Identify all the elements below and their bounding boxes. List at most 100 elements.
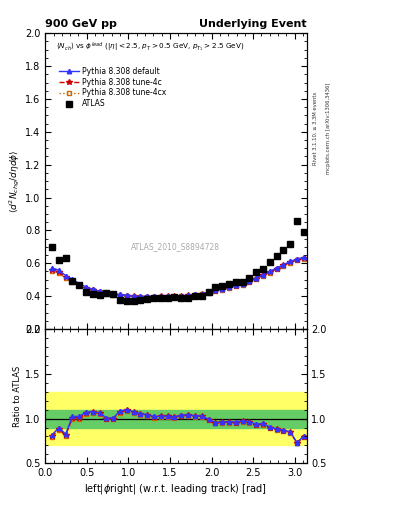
ATLAS [111,291,116,297]
ATLAS [179,295,184,301]
Pythia 8.308 tune-4cx [295,257,299,263]
Pythia 8.308 default [227,284,231,290]
ATLAS [193,293,197,300]
Pythia 8.308 default [138,293,143,300]
Pythia 8.308 default [165,293,170,299]
Pythia 8.308 tune-4c [63,274,68,280]
Pythia 8.308 tune-4c [247,279,252,285]
Pythia 8.308 default [288,259,292,265]
ATLAS [90,291,95,297]
Pythia 8.308 tune-4cx [247,279,252,285]
Legend: Pythia 8.308 default, Pythia 8.308 tune-4c, Pythia 8.308 tune-4cx, ATLAS: Pythia 8.308 default, Pythia 8.308 tune-… [59,67,166,109]
Pythia 8.308 default [172,293,177,299]
ATLAS [199,293,204,299]
Pythia 8.308 tune-4cx [125,293,129,300]
Pythia 8.308 tune-4cx [111,292,116,298]
Pythia 8.308 default [213,287,218,293]
ATLAS [57,257,61,263]
Bar [45,392,307,445]
ATLAS [97,292,102,298]
Pythia 8.308 default [84,284,88,290]
Pythia 8.308 tune-4c [233,283,238,289]
Pythia 8.308 tune-4c [274,266,279,272]
ATLAS [131,297,136,304]
Pythia 8.308 default [301,254,306,261]
ATLAS [104,290,109,296]
Pythia 8.308 tune-4c [131,293,136,300]
Pythia 8.308 default [90,286,95,292]
Pythia 8.308 tune-4c [199,291,204,297]
Text: mcplots.cern.ch [arXiv:1306.3436]: mcplots.cern.ch [arXiv:1306.3436] [326,82,331,174]
Pythia 8.308 tune-4cx [50,268,54,274]
Pythia 8.308 tune-4cx [233,283,238,289]
Pythia 8.308 tune-4c [193,291,197,297]
X-axis label: left|$\phi$right| (w.r.t. leading track) [rad]: left|$\phi$right| (w.r.t. leading track)… [84,482,267,497]
ATLAS [261,266,265,272]
Pythia 8.308 tune-4cx [179,293,184,300]
ATLAS [50,244,54,250]
Text: $\langle N_{ch} \rangle$ vs $\phi^{lead}$ ($|\eta| < 2.5$, $p_T > 0.5$ GeV, $p_{: $\langle N_{ch} \rangle$ vs $\phi^{lead}… [56,40,244,54]
ATLAS [213,284,218,290]
Line: Pythia 8.308 tune-4cx: Pythia 8.308 tune-4cx [50,257,306,299]
Text: Underlying Event: Underlying Event [199,19,307,29]
Pythia 8.308 tune-4cx [97,289,102,295]
Pythia 8.308 tune-4c [213,288,218,294]
ATLAS [172,294,177,301]
Pythia 8.308 default [199,291,204,297]
Pythia 8.308 default [247,278,252,284]
Pythia 8.308 tune-4c [254,275,259,282]
Pythia 8.308 tune-4cx [90,287,95,293]
Line: Pythia 8.308 tune-4c: Pythia 8.308 tune-4c [49,255,307,300]
ATLAS [247,275,252,282]
Pythia 8.308 tune-4c [152,293,156,300]
Pythia 8.308 default [57,267,61,273]
Pythia 8.308 default [295,256,299,262]
Pythia 8.308 tune-4cx [281,263,286,269]
ATLAS [254,269,259,275]
Pythia 8.308 tune-4c [90,287,95,293]
Pythia 8.308 tune-4cx [301,255,306,262]
ATLAS [240,279,245,285]
Text: Rivet 3.1.10, ≥ 3.3M events: Rivet 3.1.10, ≥ 3.3M events [312,91,318,165]
Line: Pythia 8.308 default: Pythia 8.308 default [50,255,306,298]
Pythia 8.308 tune-4cx [63,275,68,281]
Pythia 8.308 tune-4c [261,272,265,279]
Pythia 8.308 tune-4cx [213,288,218,294]
Pythia 8.308 tune-4c [125,293,129,299]
ATLAS [281,247,286,253]
Pythia 8.308 tune-4cx [118,292,122,298]
Pythia 8.308 default [145,293,150,300]
Pythia 8.308 tune-4c [301,255,306,261]
Pythia 8.308 tune-4c [145,293,150,300]
Pythia 8.308 tune-4cx [186,293,191,299]
Pythia 8.308 tune-4cx [131,294,136,300]
ATLAS [220,283,224,289]
Pythia 8.308 default [240,281,245,287]
ATLAS [145,296,150,302]
Text: 900 GeV pp: 900 GeV pp [45,19,117,29]
Pythia 8.308 tune-4cx [193,292,197,298]
Pythia 8.308 default [118,291,122,297]
Pythia 8.308 tune-4cx [274,266,279,272]
ATLAS [288,241,292,247]
Y-axis label: Ratio to ATLAS: Ratio to ATLAS [13,366,22,427]
Pythia 8.308 tune-4c [240,281,245,287]
ATLAS [295,218,299,224]
Pythia 8.308 tune-4cx [165,294,170,300]
Pythia 8.308 default [50,265,54,271]
Pythia 8.308 tune-4c [227,284,231,290]
Pythia 8.308 tune-4c [84,285,88,291]
Pythia 8.308 tune-4c [295,257,299,263]
ATLAS [206,288,211,294]
ATLAS [77,282,82,288]
Pythia 8.308 tune-4cx [240,282,245,288]
Pythia 8.308 default [70,276,75,283]
ATLAS [186,295,191,301]
ATLAS [274,253,279,259]
Pythia 8.308 tune-4cx [254,276,259,282]
ATLAS [118,296,122,303]
Pythia 8.308 tune-4cx [227,285,231,291]
Pythia 8.308 default [186,292,191,298]
ATLAS [70,278,75,284]
Pythia 8.308 tune-4cx [288,260,292,266]
